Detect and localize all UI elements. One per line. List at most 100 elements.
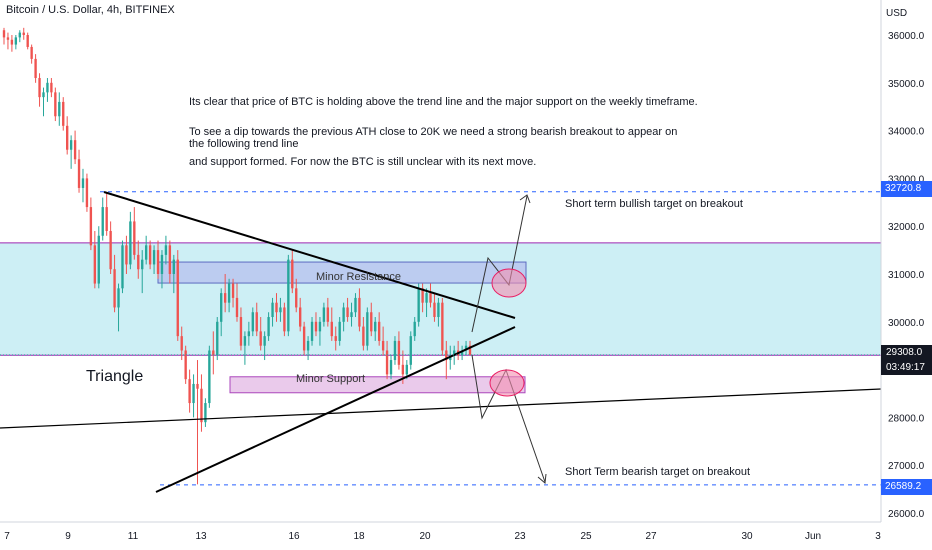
candle-body — [330, 321, 333, 337]
candle-body — [22, 32, 25, 35]
candle-body — [117, 288, 120, 308]
candle-body — [77, 159, 81, 188]
candle-body — [69, 140, 73, 150]
candle-body — [184, 350, 187, 380]
candle-body — [381, 340, 385, 351]
x-tick-label: 30 — [741, 531, 753, 542]
candle-body — [73, 140, 77, 160]
resistance-highlight-ellipse — [491, 268, 527, 298]
candle-body — [14, 37, 18, 45]
candle-body — [156, 250, 160, 274]
candle-body — [152, 250, 156, 265]
bullish-price-tag: 32720.8 — [881, 181, 932, 197]
candle-body — [267, 317, 270, 337]
candle-body — [192, 383, 195, 404]
candle-body — [437, 302, 440, 318]
candle-body — [148, 245, 152, 265]
candle-body — [2, 30, 6, 38]
bearish-target-label: Short Term bearish target on breakout — [565, 466, 751, 478]
candle-body — [377, 321, 381, 341]
candle-body — [326, 307, 330, 322]
candle-body — [295, 288, 298, 308]
candle-body — [208, 350, 211, 404]
candle-body — [137, 254, 140, 270]
current-price-tag: 29308.0 — [881, 345, 932, 360]
candle-body — [121, 245, 124, 289]
y-tick-label: 26000.0 — [888, 509, 925, 520]
candle-body — [89, 207, 93, 246]
candle-body — [62, 101, 65, 126]
candle-body — [85, 178, 89, 208]
candle-body — [34, 58, 37, 79]
minor-support-box — [229, 376, 526, 394]
candle-body — [113, 269, 116, 308]
candle-body — [342, 307, 345, 322]
candle-body — [445, 350, 448, 361]
note-line-1: Its clear that price of BTC is holding a… — [189, 96, 698, 108]
candle-body — [141, 259, 144, 270]
candle-body — [334, 336, 337, 341]
chart-title: Bitcoin / U.S. Dollar, 4h, BITFINEX — [6, 4, 175, 16]
candle-body — [366, 312, 369, 346]
bearish-projection-path — [471, 354, 546, 483]
candle-body — [54, 92, 57, 117]
x-tick-label: 9 — [65, 531, 71, 542]
candle-body — [346, 307, 349, 318]
countdown-tag: 03:49:17 — [881, 360, 932, 375]
y-tick-label: 31000.0 — [888, 270, 925, 281]
candle-body — [200, 388, 203, 423]
candle-body — [255, 312, 258, 332]
candle-body — [279, 307, 282, 313]
candle-body — [291, 259, 294, 289]
candle-body — [302, 326, 306, 351]
note-line-2: To see a dip towards the previous ATH cl… — [189, 126, 678, 138]
candle-body — [38, 78, 41, 98]
y-tick-label: 32000.0 — [888, 222, 925, 233]
candle-body — [223, 293, 227, 303]
candle-body — [168, 245, 172, 274]
candle-body — [429, 293, 432, 303]
x-tick-label: 16 — [288, 531, 300, 542]
candle-body — [129, 221, 132, 265]
bullish-arrow-head — [519, 194, 531, 204]
bearish-arrow-head — [537, 473, 547, 484]
x-tick-label: 7 — [4, 531, 10, 542]
candle-body — [231, 283, 235, 298]
candle-body — [144, 245, 148, 260]
candle-body — [109, 230, 112, 270]
candle-body — [310, 321, 314, 341]
candle-body — [50, 82, 53, 93]
long-term-trend-line — [0, 388, 882, 429]
bullish-target-label: Short term bullish target on breakout — [565, 198, 743, 210]
candle-body — [350, 312, 353, 318]
candle-body — [263, 336, 266, 346]
candle-body — [259, 331, 262, 346]
candle-body — [204, 403, 207, 423]
note-line-3: the following trend line — [189, 138, 299, 150]
candle-body — [251, 312, 254, 332]
minor-resistance-label: Minor Resistance — [316, 271, 401, 283]
bearish-price-tag: 26589.2 — [881, 479, 932, 495]
candle-body — [212, 350, 215, 356]
candle-body — [322, 307, 326, 322]
candle-body — [101, 207, 104, 236]
candle-body — [42, 92, 45, 98]
x-tick-label: 25 — [580, 531, 592, 542]
minor-support-label: Minor Support — [296, 373, 366, 385]
triangle-lower-line — [155, 326, 516, 493]
candle-body — [239, 317, 243, 346]
candle-body — [6, 37, 10, 40]
candle-body — [220, 293, 223, 322]
candle-body — [180, 336, 183, 351]
candle-body — [58, 101, 61, 117]
candle-body — [97, 235, 100, 284]
y-tick-label: 28000.0 — [888, 413, 925, 424]
candle-body — [453, 350, 456, 356]
candle-body — [405, 364, 408, 375]
candle-body — [18, 32, 21, 38]
candle-body — [464, 345, 468, 351]
candle-body — [314, 321, 318, 332]
note-line-4: and support formed. For now the BTC is s… — [189, 156, 537, 168]
support-highlight-ellipse — [489, 369, 525, 397]
